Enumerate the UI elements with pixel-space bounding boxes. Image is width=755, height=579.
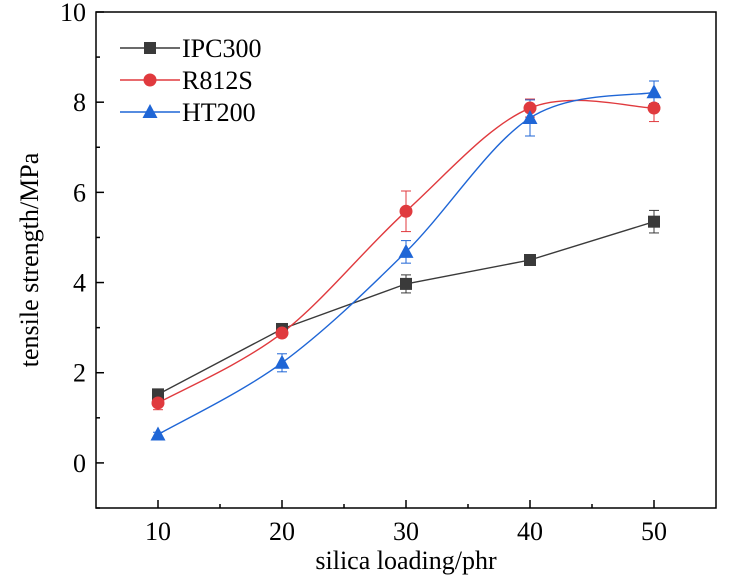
error-bars bbox=[153, 80, 659, 438]
x-tick-label: 30 bbox=[393, 517, 419, 546]
tick-labels: 10 20 30 40 50 0 2 4 6 8 10 bbox=[60, 0, 667, 546]
legend-label: HT200 bbox=[182, 98, 256, 127]
y-tick-label: 4 bbox=[73, 269, 86, 298]
y-axis-title: tensile strength/MPa bbox=[15, 152, 44, 367]
data-point-r812s bbox=[647, 101, 661, 115]
y-tick-label: 0 bbox=[73, 449, 86, 478]
legend-item-ht200: HT200 bbox=[120, 98, 256, 127]
data-point-r812s bbox=[399, 204, 413, 218]
y-tick-label: 10 bbox=[60, 0, 86, 27]
data-point-r812s bbox=[523, 101, 537, 115]
y-tick-label: 6 bbox=[73, 178, 86, 207]
data-markers bbox=[150, 84, 662, 441]
x-axis-title: silica loading/phr bbox=[315, 546, 497, 575]
data-point-ht200 bbox=[150, 426, 166, 441]
x-tick-label: 40 bbox=[517, 517, 543, 546]
legend-item-ipc300: IPC300 bbox=[120, 34, 261, 63]
legend-marker-r812s bbox=[143, 73, 157, 87]
legend-marker-ht200 bbox=[142, 104, 158, 118]
data-point-r812s bbox=[275, 326, 289, 340]
data-point-ht200 bbox=[398, 243, 414, 258]
x-tick-label: 10 bbox=[145, 517, 171, 546]
data-point-ht200 bbox=[646, 84, 662, 99]
y-tick-label: 2 bbox=[73, 359, 86, 388]
legend-marker-ipc300 bbox=[144, 42, 156, 54]
data-point-ht200 bbox=[274, 354, 290, 369]
x-tick-label: 50 bbox=[641, 517, 667, 546]
legend: IPC300 R812S HT200 bbox=[120, 34, 261, 127]
data-point-ipc300 bbox=[524, 254, 536, 266]
axis-ticks bbox=[96, 11, 655, 509]
data-point-ht200 bbox=[522, 109, 538, 124]
data-point-r812s bbox=[151, 396, 165, 410]
legend-label: R812S bbox=[182, 66, 253, 95]
data-point-ipc300 bbox=[400, 277, 412, 290]
y-tick-label: 8 bbox=[73, 88, 86, 117]
data-point-ipc300 bbox=[648, 215, 660, 228]
legend-item-r812s: R812S bbox=[120, 66, 253, 95]
legend-label: IPC300 bbox=[182, 34, 261, 63]
x-tick-label: 20 bbox=[269, 517, 295, 546]
